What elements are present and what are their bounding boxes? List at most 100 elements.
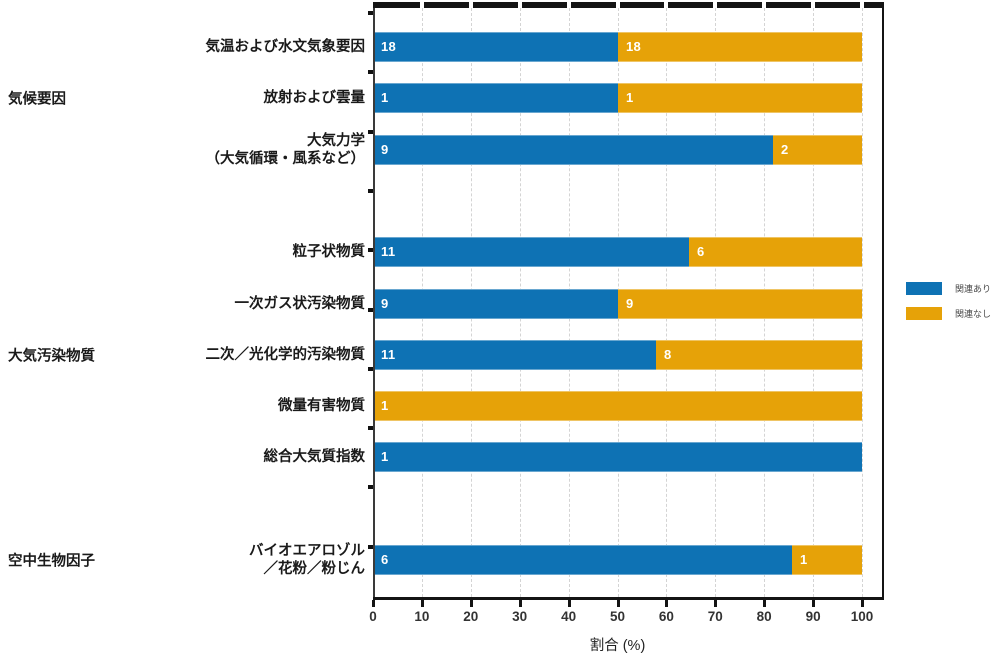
legend-item: 関連あり bbox=[906, 282, 991, 295]
x-tick bbox=[469, 600, 473, 607]
legend-label: 関連あり bbox=[955, 284, 992, 294]
x-tick bbox=[420, 600, 424, 607]
y-tick bbox=[368, 129, 373, 134]
plot-area: 18 18 1 1 9 2 11 6 9 9 11 8 1 1 6 1 bbox=[368, 2, 884, 600]
x-tick-label: 70 bbox=[707, 609, 723, 624]
x-tick-label: 30 bbox=[512, 609, 528, 624]
bar-row: 11 8 bbox=[373, 339, 862, 370]
top-spine-tick-gap bbox=[566, 2, 571, 8]
category-label-line: 総合大気質指数 bbox=[263, 449, 366, 466]
y-tick bbox=[368, 485, 373, 490]
bar-segment-unrelated bbox=[618, 83, 862, 114]
value-label-unrelated: 9 bbox=[626, 295, 634, 311]
x-tick bbox=[812, 600, 816, 607]
value-label-related: 11 bbox=[381, 346, 396, 362]
value-label-related: 9 bbox=[381, 141, 389, 157]
legend-swatch bbox=[906, 282, 942, 295]
legend-item: 関連なし bbox=[906, 307, 991, 320]
bar-segment-unrelated bbox=[656, 339, 862, 370]
value-label-unrelated: 18 bbox=[626, 39, 642, 55]
category-label-line: バイオエアロゾル bbox=[249, 542, 365, 559]
x-tick bbox=[518, 600, 522, 607]
category-label-line: 微量有害物質 bbox=[278, 398, 365, 415]
category-label: 大気力学 （大気循環・風系など） bbox=[118, 131, 366, 167]
x-axis-label: 割合 (%) bbox=[589, 638, 646, 654]
x-tick-label: 80 bbox=[756, 609, 772, 624]
bar-segment-related bbox=[373, 134, 773, 165]
x-tick bbox=[714, 600, 718, 607]
bar-row: 1 bbox=[373, 442, 862, 473]
y-tick bbox=[368, 426, 373, 431]
value-label-related: 18 bbox=[381, 39, 397, 55]
y-tick bbox=[368, 11, 373, 15]
x-tick bbox=[372, 600, 375, 607]
top-spine-tick-gap bbox=[468, 2, 473, 8]
category-label-line: ／花粉／粉じん bbox=[263, 561, 366, 577]
bar-row: 18 18 bbox=[373, 32, 862, 62]
bar-row: 11 6 bbox=[373, 237, 862, 268]
bar-segment-unrelated bbox=[689, 237, 862, 268]
value-label-related: 1 bbox=[381, 90, 389, 106]
category-label: 総合大気質指数 bbox=[118, 448, 366, 466]
x-tick bbox=[616, 600, 620, 607]
category-label: 二次／光化学的汚染物質 bbox=[118, 346, 366, 364]
top-spine-tick-gap bbox=[419, 2, 424, 8]
bar-row: 1 bbox=[373, 391, 862, 422]
bar-segment-unrelated bbox=[618, 288, 862, 319]
x-tick bbox=[763, 600, 767, 607]
x-tick bbox=[665, 600, 669, 607]
value-label-unrelated: 6 bbox=[697, 244, 705, 260]
bar-segment-related bbox=[373, 83, 618, 114]
x-tick-label: 90 bbox=[805, 609, 821, 624]
right-spine bbox=[882, 2, 884, 600]
legend-swatch bbox=[906, 307, 942, 320]
legend: 関連あり 関連なし bbox=[906, 282, 991, 332]
category-label-line: 放射および雲量 bbox=[263, 90, 366, 107]
x-tick bbox=[567, 600, 571, 607]
category-label: バイオエアロゾル ／花粉／粉じん bbox=[118, 542, 365, 578]
top-spine-tick-gap bbox=[762, 2, 767, 8]
y-tick bbox=[368, 366, 373, 371]
x-axis-spine bbox=[373, 597, 884, 600]
x-tick-label: 100 bbox=[850, 609, 874, 624]
bar-segment-unrelated bbox=[792, 545, 862, 575]
value-label-unrelated: 1 bbox=[626, 90, 634, 106]
category-label: 気温および水文気象要因 bbox=[118, 38, 366, 56]
y-tick bbox=[368, 307, 373, 312]
y-tick bbox=[368, 188, 373, 193]
x-tick bbox=[861, 600, 864, 607]
bar-segment-related bbox=[373, 288, 618, 319]
value-label-related: 6 bbox=[381, 552, 389, 568]
x-tick-label: 60 bbox=[658, 609, 674, 624]
top-spine-tick-gap bbox=[811, 2, 816, 8]
group-label: 空中生物因子 bbox=[8, 553, 95, 570]
x-tick-label: 0 bbox=[369, 609, 377, 624]
value-label-unrelated: 2 bbox=[781, 141, 789, 157]
category-label-line: （大気循環・風系など） bbox=[205, 150, 366, 167]
category-label: 放射および雲量 bbox=[118, 89, 366, 107]
top-spine-tick-gap bbox=[664, 2, 669, 8]
top-spine-tick-gap bbox=[860, 2, 864, 8]
category-label-line: 気温および水文気象要因 bbox=[205, 38, 366, 55]
x-tick-label: 50 bbox=[609, 609, 626, 624]
value-label-related: 9 bbox=[381, 295, 389, 311]
top-spine-tick-gap bbox=[615, 2, 620, 8]
legend-label: 関連なし bbox=[955, 309, 992, 319]
top-spine-tick-gap bbox=[517, 2, 522, 8]
bar-segment-related bbox=[373, 442, 862, 473]
category-label: 一次ガス状汚染物質 bbox=[118, 294, 366, 312]
x-tick-label: 40 bbox=[561, 609, 577, 624]
y-axis-spine bbox=[373, 2, 375, 600]
y-tick bbox=[368, 248, 373, 253]
bar-segment-unrelated bbox=[773, 134, 862, 165]
gridline bbox=[862, 8, 863, 597]
bar-segment-related bbox=[373, 339, 656, 370]
category-label-line: 大気力学 bbox=[307, 132, 365, 149]
bar-segment-related bbox=[373, 545, 792, 575]
category-label: 微量有害物質 bbox=[118, 397, 365, 415]
category-label-line: 粒子状物質 bbox=[292, 244, 366, 261]
